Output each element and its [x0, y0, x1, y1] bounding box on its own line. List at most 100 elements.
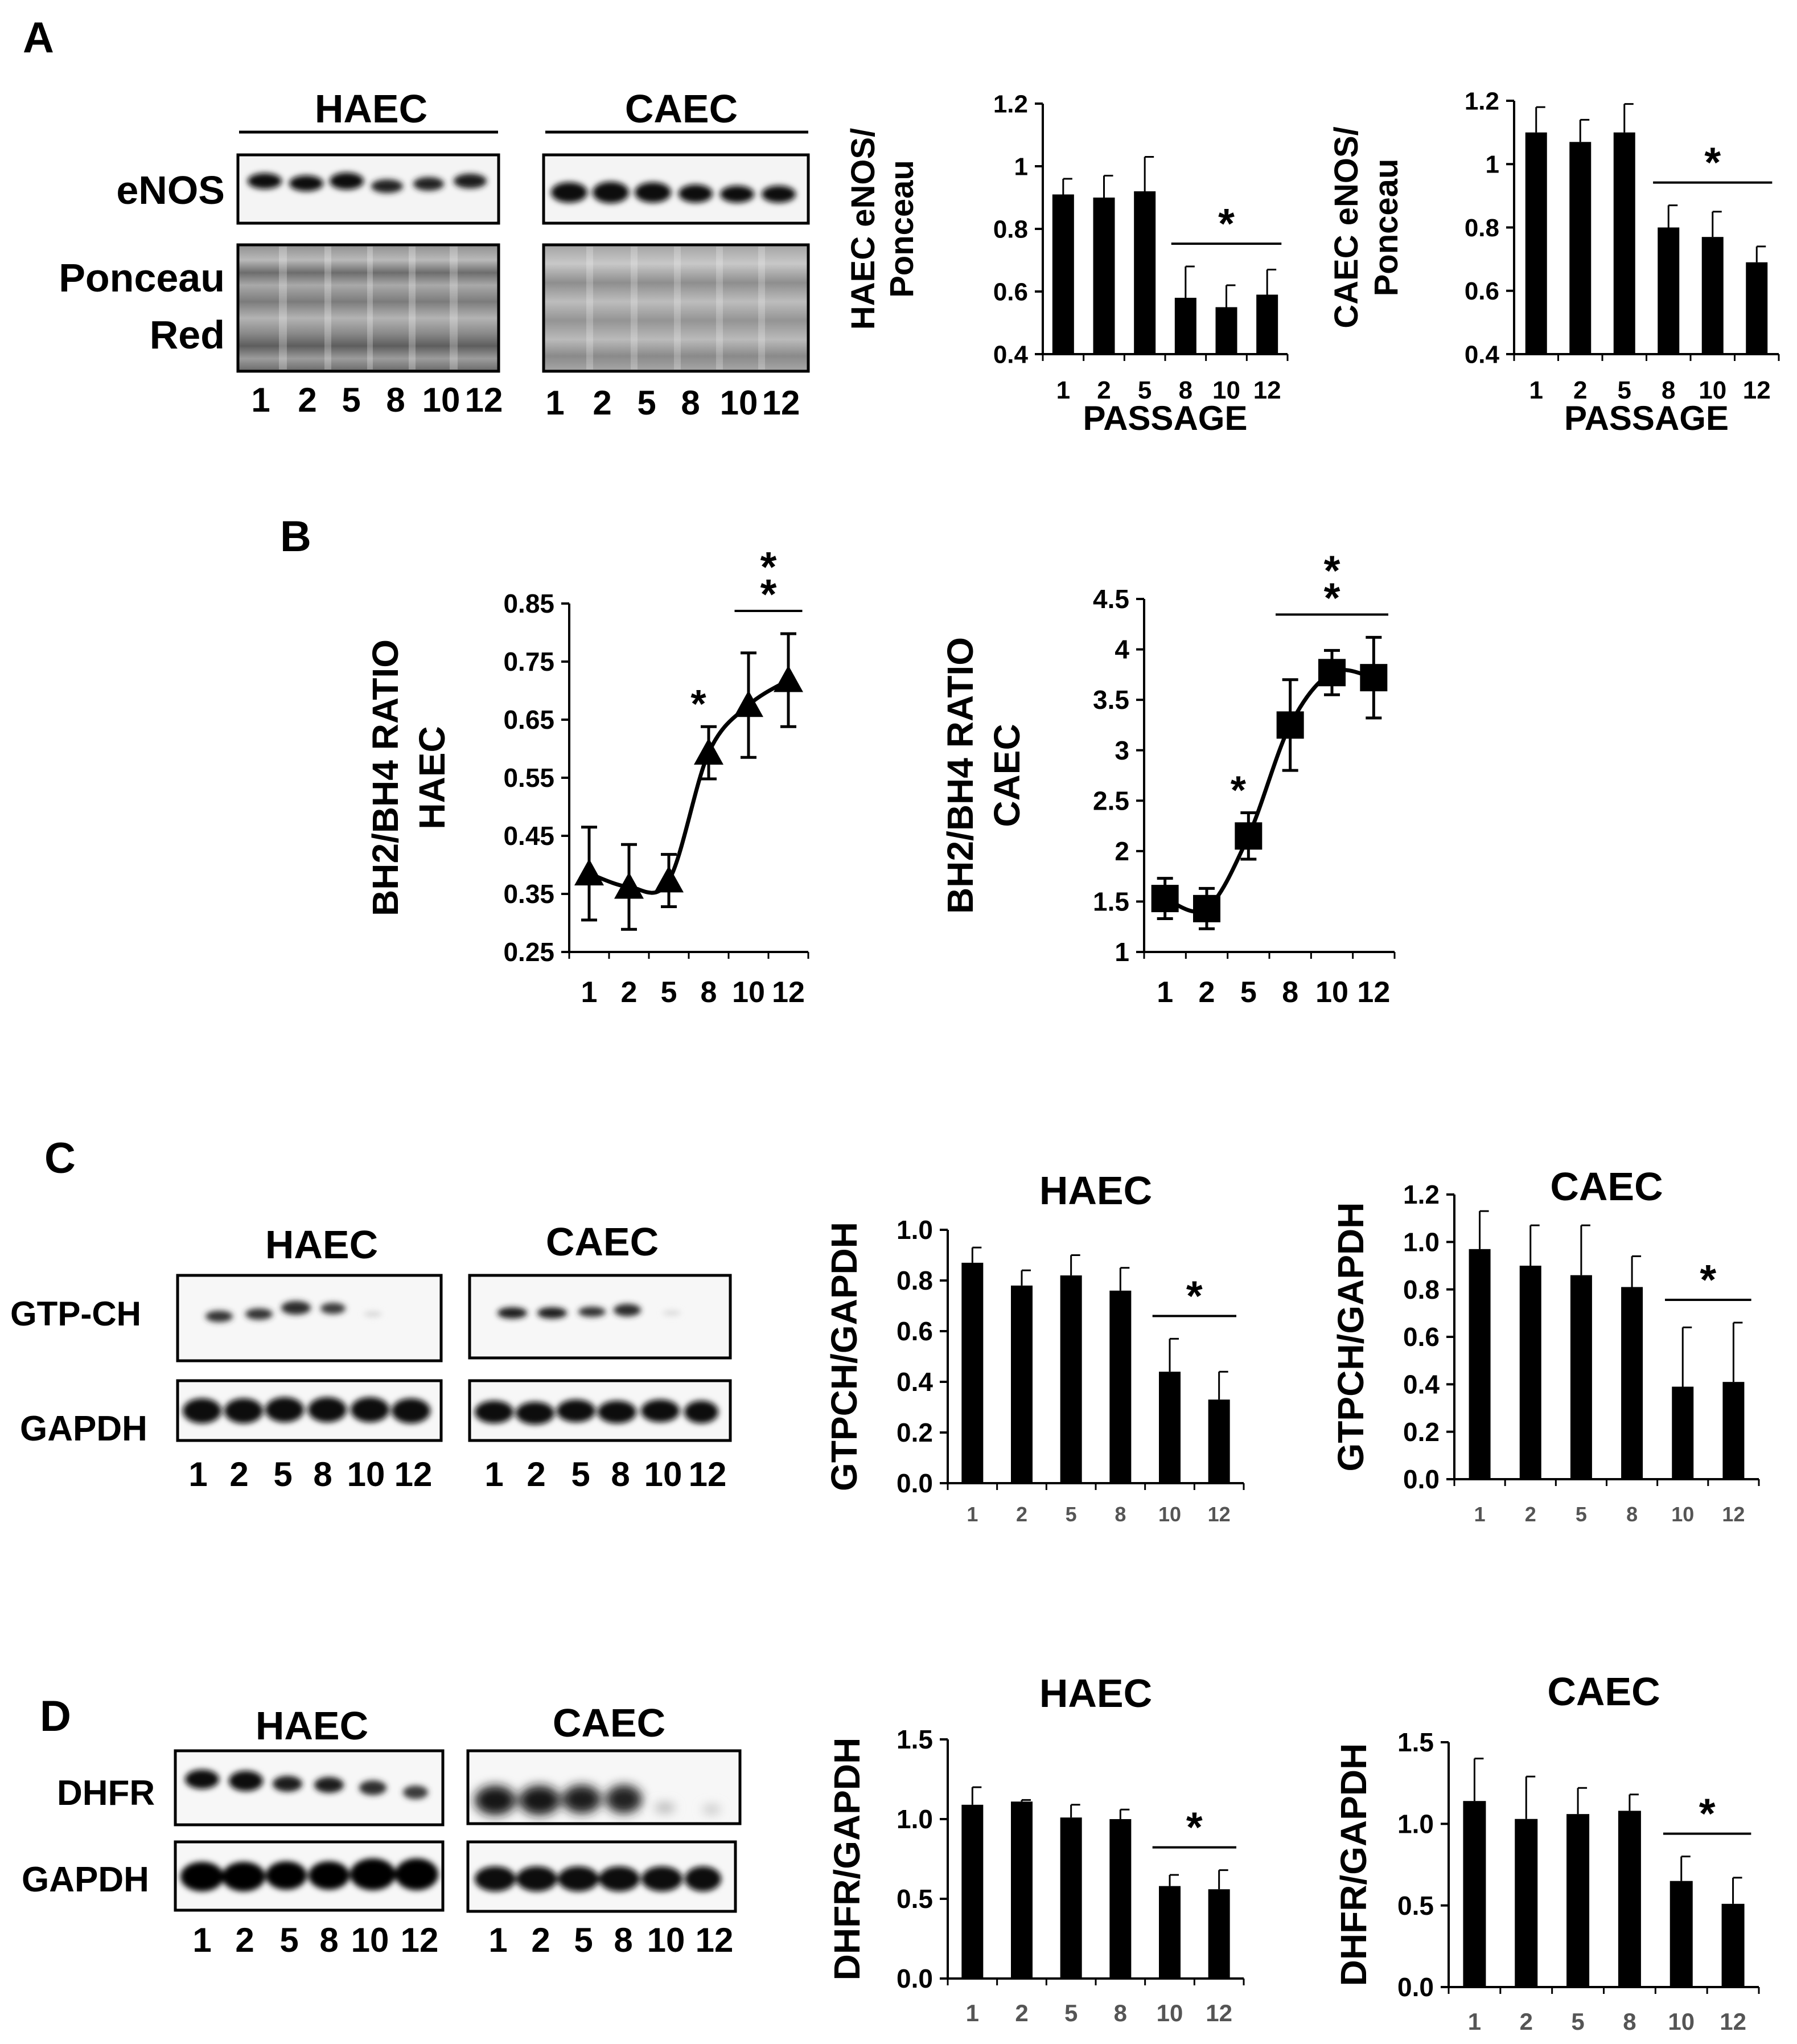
data-point — [614, 872, 644, 899]
x-tick-label: 12 — [1722, 1503, 1745, 1526]
y-tick-label: 1 — [1014, 153, 1028, 180]
panel-label-c: C — [44, 1134, 76, 1183]
lane-label: 5 — [637, 384, 656, 422]
lane-label: 12 — [394, 1455, 433, 1493]
panel-label-a: A — [23, 14, 54, 62]
data-point — [574, 859, 604, 886]
significance-marker: * — [1218, 200, 1235, 247]
y-tick-label: 0.4 — [1403, 1369, 1440, 1399]
significance-marker: * — [690, 682, 706, 726]
data-point — [654, 865, 684, 893]
y-axis-label: Ponceau — [1368, 159, 1405, 297]
x-tick-label: 8 — [1179, 376, 1192, 404]
x-axis-label: PASSAGE — [1564, 399, 1729, 437]
y-tick-label: 1.5 — [897, 1725, 933, 1754]
x-tick-label: 8 — [1114, 2000, 1127, 2026]
y-tick-label: 0.4 — [897, 1367, 933, 1397]
lane-label: 2 — [235, 1921, 254, 1959]
blot-a-haec-ponceau-lanes — [279, 247, 458, 370]
bar — [1011, 1801, 1033, 1979]
x-tick-label: 5 — [1066, 1503, 1077, 1526]
lane-label: 1 — [488, 1921, 507, 1959]
significance-marker: * — [1186, 1804, 1203, 1851]
lane-label: 5 — [279, 1921, 298, 1959]
blot-d-caec-gapdh-bands — [475, 1866, 721, 1891]
bar — [1669, 1881, 1693, 1987]
x-tick-label: 12 — [1253, 376, 1281, 404]
data-point — [694, 738, 723, 765]
lane-label: 12 — [401, 1921, 439, 1959]
data-point — [1235, 822, 1263, 850]
blot-d-caec-dhfr-bands — [475, 1785, 721, 1815]
blot-d-haec-lane-labels: 1 2 5 8 10 12 — [192, 1921, 438, 1959]
bar — [1159, 1886, 1181, 1979]
y-tick-label: 1.2 — [993, 90, 1028, 118]
x-tick-label: 2 — [1520, 2008, 1533, 2035]
x-tick-label: 8 — [701, 976, 717, 1009]
x-tick-label: 8 — [1626, 1503, 1638, 1526]
x-tick-label: 1 — [1468, 2008, 1481, 2035]
panel-label-d: D — [40, 1692, 71, 1741]
bar — [1618, 1811, 1641, 1987]
y-tick-label: 0.0 — [897, 1964, 933, 1993]
blot-c-haec-gtpch-bands — [205, 1301, 382, 1322]
y-tick-label: 3 — [1115, 736, 1129, 765]
blot-d-haec-dhfr-frame — [174, 1749, 445, 1827]
x-tick-label: 10 — [1212, 376, 1240, 404]
y-tick-label: 0.5 — [1397, 1891, 1434, 1920]
significance-marker: * — [760, 543, 777, 590]
blot-d-caec-lane-labels: 1 2 5 8 10 12 — [488, 1921, 733, 1959]
x-tick-label: 5 — [661, 976, 677, 1009]
lane-label: 5 — [574, 1921, 593, 1959]
x-tick-label: 5 — [1138, 376, 1152, 404]
x-tick-label: 1 — [1529, 376, 1543, 404]
y-tick-label: 2.5 — [1093, 786, 1129, 815]
x-tick-label: 8 — [1662, 376, 1675, 404]
bar — [1134, 191, 1156, 354]
bar — [1174, 298, 1196, 354]
bar — [1701, 237, 1724, 354]
x-tick-label: 1 — [1056, 376, 1070, 404]
blot-c-row-gapdh: GAPDH — [20, 1409, 147, 1448]
bar — [1621, 1287, 1643, 1479]
y-axis-label: DHFR/GAPDH — [826, 1738, 867, 1981]
lane-label: 8 — [313, 1455, 332, 1493]
lane-label: 8 — [611, 1455, 630, 1493]
bar — [961, 1804, 984, 1979]
bar — [1570, 1275, 1592, 1479]
y-tick-label: 0.0 — [1403, 1464, 1440, 1494]
x-tick-label: 2 — [1016, 1503, 1027, 1526]
lane-label: 2 — [229, 1455, 248, 1493]
lane-label: 8 — [386, 381, 405, 419]
x-tick-label: 8 — [1282, 976, 1298, 1009]
chart-haec-bh2-bh4: 0.250.350.450.550.650.750.851 2 5 8 10 12***B… — [365, 543, 809, 1009]
x-tick-label: 10 — [1671, 1503, 1694, 1526]
y-tick-label: 0.4 — [1465, 340, 1500, 368]
lane-label: 5 — [342, 381, 360, 419]
y-axis-label: BH2/BH4 RATIO — [365, 639, 406, 916]
y-tick-label: 0.8 — [897, 1266, 933, 1295]
y-tick-label: 0.2 — [897, 1418, 933, 1447]
x-tick-label: 8 — [1623, 2008, 1636, 2035]
bar — [1721, 1903, 1745, 1987]
lane-label: 12 — [762, 384, 800, 422]
y-tick-label: 0.2 — [1403, 1417, 1440, 1447]
y-tick-label: 1.5 — [1093, 887, 1129, 917]
lane-label: 10 — [647, 1921, 685, 1959]
x-tick-label: 5 — [1571, 2008, 1584, 2035]
y-tick-label: 1 — [1115, 937, 1129, 967]
bar — [1060, 1817, 1082, 1979]
bar — [1093, 198, 1115, 354]
chart-haec-gtpch: 0.00.20.40.60.81.01 2 5 8 10 12*HAECGTPCH/GAP… — [824, 1168, 1245, 1526]
data-point — [1276, 711, 1304, 739]
y-tick-label: 1.0 — [897, 1804, 933, 1834]
blot-d-caec-dhfr-frame — [466, 1749, 742, 1825]
bar — [1208, 1399, 1230, 1483]
x-tick-label: 5 — [1618, 376, 1631, 404]
y-tick-label: 0.8 — [1403, 1275, 1440, 1304]
significance-marker: * — [760, 570, 777, 618]
bar — [1215, 307, 1237, 354]
bar — [1463, 1801, 1486, 1987]
y-tick-label: 0.75 — [503, 647, 554, 676]
